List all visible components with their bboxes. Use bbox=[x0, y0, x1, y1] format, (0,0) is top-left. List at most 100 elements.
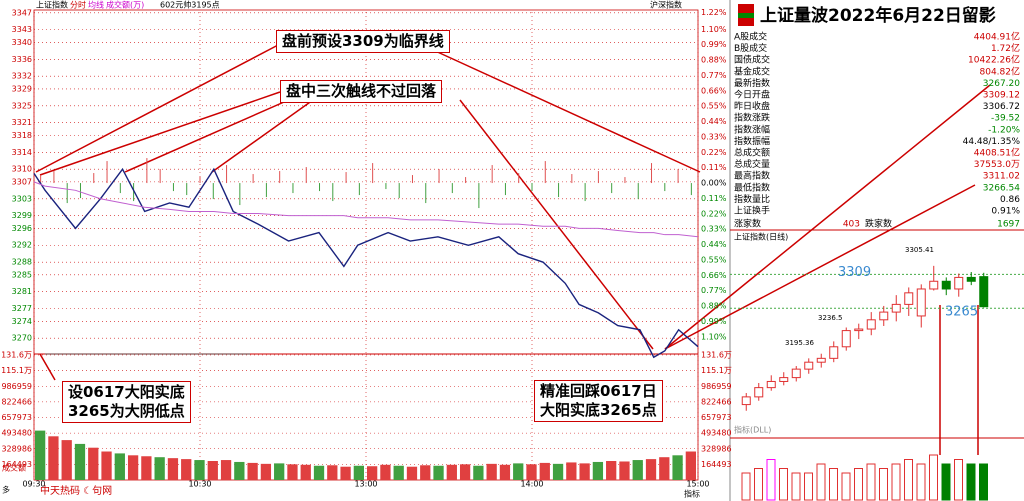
price-line bbox=[33, 181, 699, 238]
candle-body bbox=[866, 319, 876, 330]
breadth-value: 403 bbox=[843, 220, 860, 230]
y2-tick-label: 0.55% bbox=[701, 255, 727, 264]
tab[interactable]: 分时 bbox=[70, 0, 86, 10]
volume-bar bbox=[48, 436, 59, 480]
kvol-bar bbox=[779, 468, 788, 501]
row-label: 指数量比 bbox=[734, 193, 770, 205]
row-value: 37553.0万 bbox=[974, 160, 1020, 170]
volume-bar bbox=[685, 451, 696, 480]
volume-bar bbox=[526, 464, 537, 480]
y2-tick-label: 0.55% bbox=[701, 102, 727, 111]
volume-bar bbox=[274, 463, 285, 480]
tab[interactable]: 成交额(万) bbox=[106, 0, 144, 10]
volume-bar bbox=[632, 460, 643, 480]
y-tick-label: 3270 bbox=[12, 334, 32, 343]
kvol-bar bbox=[804, 472, 813, 501]
row-label: 指数振幅 bbox=[734, 135, 770, 147]
volume-bar bbox=[579, 463, 590, 480]
y2-tick-label: 1.10% bbox=[701, 25, 727, 34]
volume-tick-label: 986959 bbox=[1, 382, 32, 391]
candle-body bbox=[766, 380, 776, 389]
row-value: 3306.72 bbox=[983, 102, 1020, 112]
volume-tick-label: 822466 bbox=[701, 397, 732, 406]
volume-tick-label: 115.1万 bbox=[1, 366, 32, 375]
candle-body bbox=[966, 276, 976, 282]
volume-bar bbox=[433, 465, 444, 480]
kchart-label: 3236.5 bbox=[818, 314, 843, 322]
candle-body bbox=[879, 311, 889, 321]
volume-tick-label: 328986 bbox=[1, 444, 32, 453]
x-tick-label: 14:00 bbox=[520, 480, 543, 489]
candle-body bbox=[829, 346, 839, 359]
volume-tick-label: 164493 bbox=[1, 460, 32, 469]
candle-body bbox=[929, 280, 939, 290]
panel-title: 上证量波2022年6月22日留影 bbox=[760, 5, 996, 26]
y2-tick-label: 0.33% bbox=[701, 132, 727, 141]
row-value: 3266.54 bbox=[983, 183, 1020, 193]
y2-tick-label: 0.11% bbox=[701, 163, 727, 172]
volume-tick-label: 115.1万 bbox=[701, 366, 732, 375]
y2-tick-label: 0.88% bbox=[701, 56, 727, 65]
volume-bar bbox=[552, 463, 564, 480]
candle-body bbox=[954, 276, 964, 290]
volume-bar bbox=[114, 453, 125, 480]
volume-tick-label: 131.6万 bbox=[1, 351, 32, 360]
candle-body bbox=[941, 280, 951, 290]
volume-label: 成交额 bbox=[2, 463, 26, 473]
volume-bar bbox=[287, 464, 298, 480]
header-note: 602元帅3195点 bbox=[160, 0, 220, 10]
footer-right[interactable]: 指标 bbox=[684, 489, 700, 499]
volume-sub: 多 bbox=[2, 485, 10, 495]
candle-body bbox=[741, 396, 751, 406]
row-label: 最新指数 bbox=[734, 77, 770, 89]
x-tick-label: 09:30 bbox=[22, 480, 45, 489]
y2-tick-label: 0.22% bbox=[701, 209, 727, 218]
kvol-bar bbox=[954, 459, 963, 501]
row-value: 3311.02 bbox=[983, 172, 1020, 182]
volume-bar bbox=[327, 465, 338, 480]
row-value: 44.48/1.35% bbox=[963, 137, 1021, 147]
y-tick-label: 3285 bbox=[12, 270, 32, 279]
row-label: 基金成交 bbox=[734, 65, 770, 77]
candle-body bbox=[816, 357, 826, 363]
y2-tick-label: 0.44% bbox=[701, 240, 727, 249]
volume-bar bbox=[154, 457, 165, 480]
volume-bar bbox=[234, 461, 245, 480]
candle-body bbox=[854, 328, 864, 332]
breadth-label: 涨家数 bbox=[734, 218, 761, 230]
x-tick-label: 10:30 bbox=[188, 480, 211, 489]
volume-bar bbox=[260, 463, 272, 480]
kvol-bar bbox=[979, 463, 988, 501]
y-tick-label: 3307 bbox=[12, 177, 32, 186]
row-label: 总成交额 bbox=[734, 147, 770, 159]
row-value: -1.20% bbox=[988, 125, 1020, 135]
volume-bar bbox=[340, 466, 351, 480]
volume-bar bbox=[353, 465, 364, 480]
volume-bar bbox=[300, 464, 311, 480]
volume-bar bbox=[101, 451, 112, 480]
volume-bar bbox=[446, 464, 457, 480]
volume-bar bbox=[35, 430, 46, 480]
volume-bar bbox=[513, 463, 524, 480]
volume-bar bbox=[645, 459, 657, 480]
row-value: 3267.20 bbox=[983, 79, 1020, 89]
y-tick-label: 3343 bbox=[12, 25, 32, 34]
y2-tick-label: 1.10% bbox=[701, 332, 727, 341]
y-tick-label: 3318 bbox=[12, 131, 32, 140]
volume-bar bbox=[181, 459, 192, 480]
volume-bar bbox=[606, 461, 617, 480]
kvol-bar bbox=[916, 463, 926, 501]
volume-bar bbox=[406, 466, 418, 480]
candle-body bbox=[979, 276, 989, 308]
kvol-bar bbox=[891, 463, 901, 501]
y-tick-label: 3299 bbox=[12, 211, 32, 220]
row-label: 上证换手 bbox=[734, 205, 770, 217]
price-line bbox=[33, 167, 699, 359]
tab[interactable]: 均线 bbox=[88, 0, 104, 10]
y-tick-label: 3296 bbox=[12, 224, 32, 233]
y-tick-label: 3347 bbox=[12, 8, 32, 17]
y-tick-label: 3292 bbox=[12, 241, 32, 250]
